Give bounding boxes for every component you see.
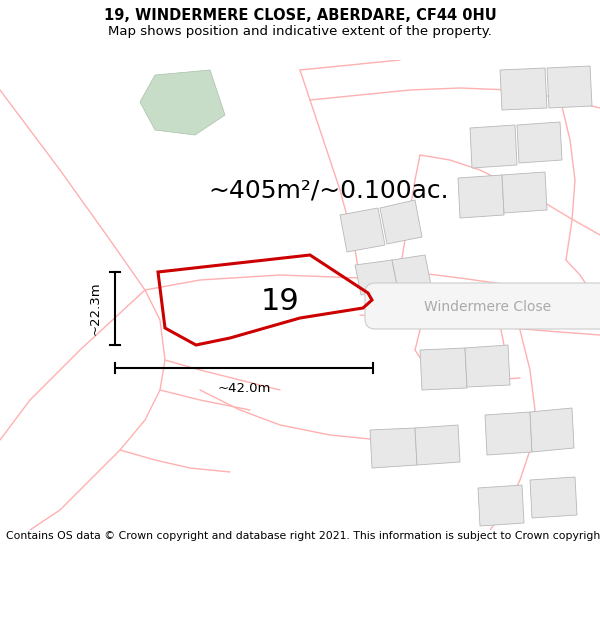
Polygon shape xyxy=(380,200,422,244)
Polygon shape xyxy=(478,485,524,526)
Polygon shape xyxy=(340,208,385,252)
Polygon shape xyxy=(530,408,574,452)
Polygon shape xyxy=(355,260,398,295)
Text: Contains OS data © Crown copyright and database right 2021. This information is : Contains OS data © Crown copyright and d… xyxy=(6,531,600,541)
Text: Windermere Close: Windermere Close xyxy=(424,300,551,314)
Polygon shape xyxy=(392,255,431,290)
Polygon shape xyxy=(500,68,547,110)
Polygon shape xyxy=(502,172,547,213)
Polygon shape xyxy=(517,122,562,163)
Text: 19, WINDERMERE CLOSE, ABERDARE, CF44 0HU: 19, WINDERMERE CLOSE, ABERDARE, CF44 0HU xyxy=(104,8,496,23)
Polygon shape xyxy=(458,175,504,218)
FancyBboxPatch shape xyxy=(365,283,600,329)
Polygon shape xyxy=(547,66,592,108)
Text: ~22.3m: ~22.3m xyxy=(89,282,101,335)
Polygon shape xyxy=(470,125,517,168)
Polygon shape xyxy=(415,425,460,465)
Text: Map shows position and indicative extent of the property.: Map shows position and indicative extent… xyxy=(108,25,492,38)
Polygon shape xyxy=(140,70,225,135)
Polygon shape xyxy=(465,345,510,387)
Text: 19: 19 xyxy=(260,288,299,316)
Polygon shape xyxy=(370,428,417,468)
Text: ~405m²/~0.100ac.: ~405m²/~0.100ac. xyxy=(208,178,449,202)
Polygon shape xyxy=(485,412,532,455)
Polygon shape xyxy=(420,348,467,390)
Polygon shape xyxy=(530,477,577,518)
Text: ~42.0m: ~42.0m xyxy=(217,381,271,394)
